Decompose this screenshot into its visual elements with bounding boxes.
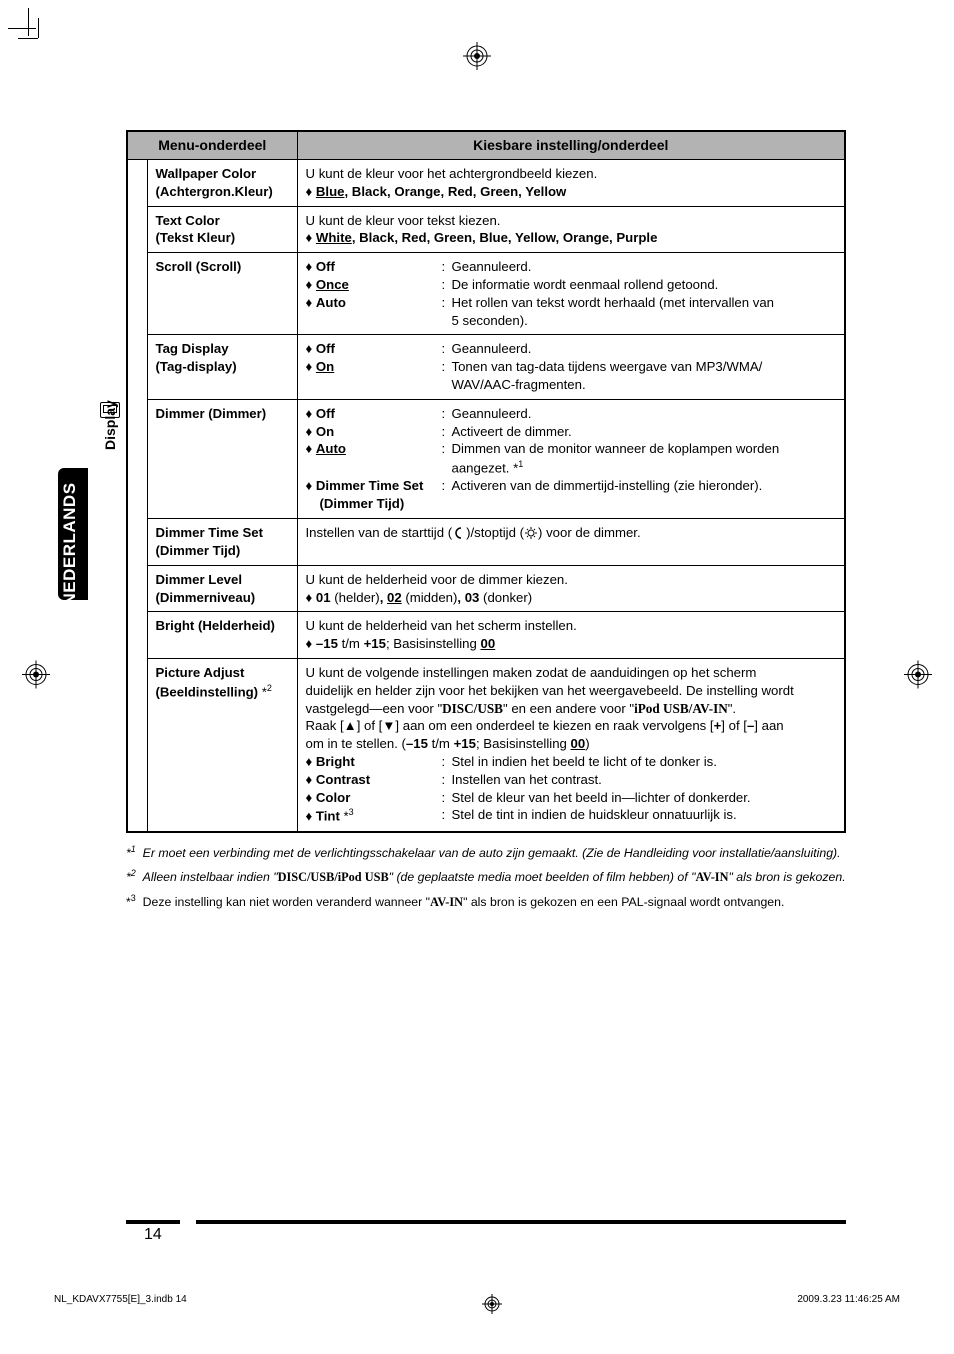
- row-dlevel-label: Dimmer Level (Dimmerniveau): [147, 565, 297, 612]
- row-picture-value: U kunt de volgende instellingen maken zo…: [297, 658, 845, 831]
- row-scroll-value: ♦ Off ♦ Once ♦ Auto :Geannuleerd. :De in…: [297, 253, 845, 335]
- row-wallpaper-value: U kunt de kleur voor het achtergrondbeel…: [297, 159, 845, 206]
- registration-mark-left: [22, 661, 50, 694]
- footnotes: *1 Er moet een verbinding met de verlich…: [126, 843, 846, 911]
- row-tag-value: ♦ Off ♦ On :Geannuleerd. :Tonen van tag-…: [297, 335, 845, 399]
- section-gutter: [127, 159, 147, 831]
- footer-filename: NL_KDAVX7755[E]_3.indb 14: [54, 1294, 187, 1314]
- page-number: 14: [144, 1226, 162, 1244]
- row-dimmer-label: Dimmer (Dimmer): [147, 399, 297, 518]
- registration-mark-top: [463, 42, 491, 75]
- footer-rule: [126, 1220, 846, 1224]
- language-tab-label: NEDERLANDS: [60, 478, 80, 610]
- crop-mark: [8, 8, 48, 48]
- row-bright-label: Bright (Helderheid): [147, 612, 297, 659]
- row-tag-label: Tag Display (Tag-display): [147, 335, 297, 399]
- settings-table: Menu-onderdeel Kiesbare instelling/onder…: [126, 130, 846, 833]
- page-content: Menu-onderdeel Kiesbare instelling/onder…: [126, 130, 846, 917]
- row-dts-value: Instellen van de starttijd ()/stoptijd (…: [297, 519, 845, 566]
- sun-icon: [524, 527, 538, 539]
- row-textcolor-value: U kunt de kleur voor tekst kiezen. ♦ Whi…: [297, 206, 845, 253]
- registration-mark-bottom: [482, 1294, 502, 1314]
- row-textcolor-label: Text Color (Tekst Kleur): [147, 206, 297, 253]
- row-dlevel-value: U kunt de helderheid voor de dimmer kiez…: [297, 565, 845, 612]
- section-label: Display: [102, 400, 118, 450]
- print-footer: NL_KDAVX7755[E]_3.indb 14 2009.3.23 11:4…: [54, 1294, 900, 1314]
- row-wallpaper-label: Wallpaper Color (Achtergron.Kleur): [147, 159, 297, 206]
- moon-icon: [452, 527, 466, 539]
- row-dimmer-value: ♦ Off ♦ On ♦ Auto :Geannuleerd. :Activee…: [297, 399, 845, 518]
- row-scroll-label: Scroll (Scroll): [147, 253, 297, 335]
- row-dts-label: Dimmer Time Set (Dimmer Tijd): [147, 519, 297, 566]
- col-header-1: Menu-onderdeel: [127, 131, 297, 159]
- col-header-2: Kiesbare instelling/onderdeel: [297, 131, 845, 159]
- row-bright-value: U kunt de helderheid van het scherm inst…: [297, 612, 845, 659]
- registration-mark-right: [904, 661, 932, 694]
- footer-timestamp: 2009.3.23 11:46:25 AM: [797, 1294, 900, 1314]
- row-picture-label: Picture Adjust (Beeldinstelling) *2: [147, 658, 297, 831]
